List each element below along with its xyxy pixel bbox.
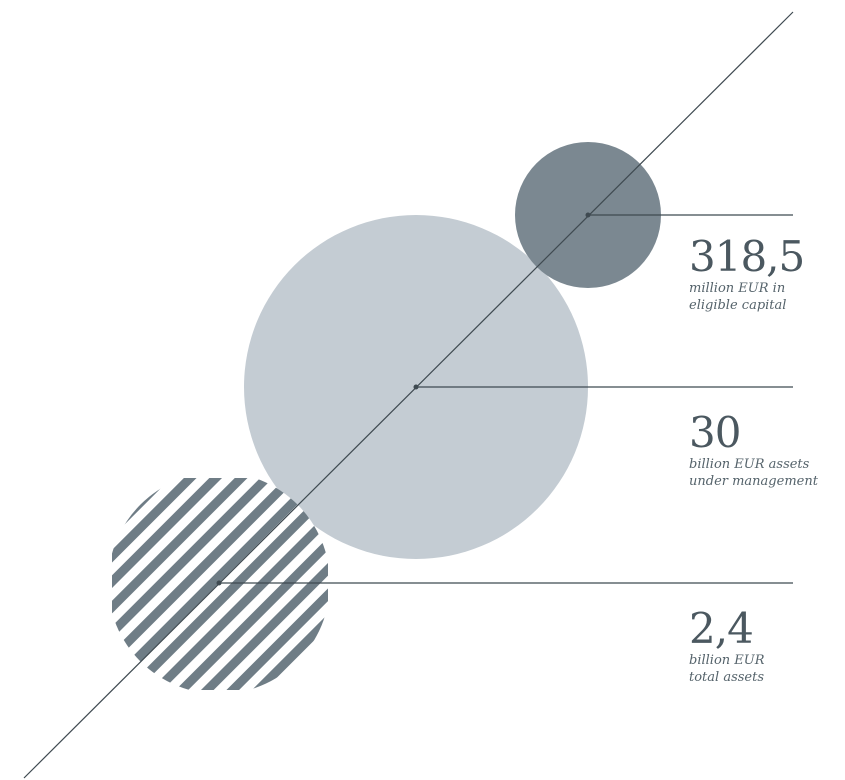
stat-description-line: eligible capital — [689, 298, 787, 313]
anchor-dot-eligible-capital — [585, 212, 591, 218]
stat-description-line: total assets — [689, 670, 764, 685]
anchor-dot-assets-under-management — [413, 384, 419, 390]
stat-value: 318,5 — [689, 232, 805, 281]
stat-value: 2,4 — [689, 604, 754, 653]
stat-description-line: million EUR in — [689, 281, 786, 296]
stat-total-assets: 2,4 billion EUR total assets — [689, 606, 765, 686]
stat-value: 30 — [689, 408, 741, 457]
stat-description: million EUR in eligible capital — [689, 280, 804, 314]
stat-description-line: billion EUR — [689, 653, 765, 668]
stat-description-line: billion EUR assets — [689, 457, 810, 472]
diagonal-line — [23, 11, 794, 779]
stat-description: billion EUR assets under management — [689, 456, 818, 490]
anchor-dot-total-assets — [216, 580, 222, 586]
stat-assets-under-management: 30 billion EUR assets under management — [689, 410, 818, 490]
stat-description: billion EUR total assets — [689, 652, 765, 686]
stat-eligible-capital: 318,5 million EUR in eligible capital — [689, 232, 805, 314]
stat-description-line: under management — [689, 474, 818, 489]
